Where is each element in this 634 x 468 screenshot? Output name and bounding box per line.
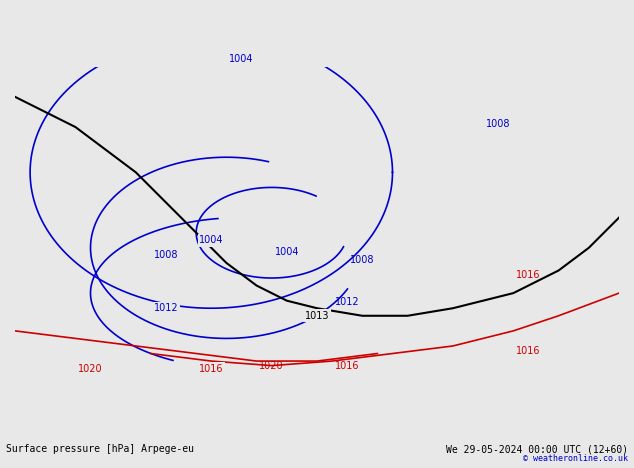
Text: 1020: 1020 [259, 361, 284, 371]
Text: 1020: 1020 [78, 364, 103, 373]
Text: © weatheronline.co.uk: © weatheronline.co.uk [522, 454, 628, 463]
Text: 1012: 1012 [153, 303, 178, 313]
Text: 1012: 1012 [335, 297, 359, 307]
Text: 1004: 1004 [199, 235, 224, 245]
Text: 1016: 1016 [516, 345, 541, 356]
Text: 1008: 1008 [486, 119, 510, 129]
Text: 1016: 1016 [199, 364, 224, 373]
Text: 1008: 1008 [154, 250, 178, 260]
Text: 1004: 1004 [230, 54, 254, 64]
Text: 1016: 1016 [516, 270, 541, 280]
Text: We 29-05-2024 00:00 UTC (12+60): We 29-05-2024 00:00 UTC (12+60) [446, 444, 628, 454]
Text: 1004: 1004 [275, 248, 299, 257]
Text: 1013: 1013 [305, 311, 329, 321]
Text: Surface pressure [hPa] Arpege-eu: Surface pressure [hPa] Arpege-eu [6, 444, 195, 454]
Text: 1008: 1008 [350, 255, 375, 265]
Text: 1016: 1016 [335, 361, 359, 371]
